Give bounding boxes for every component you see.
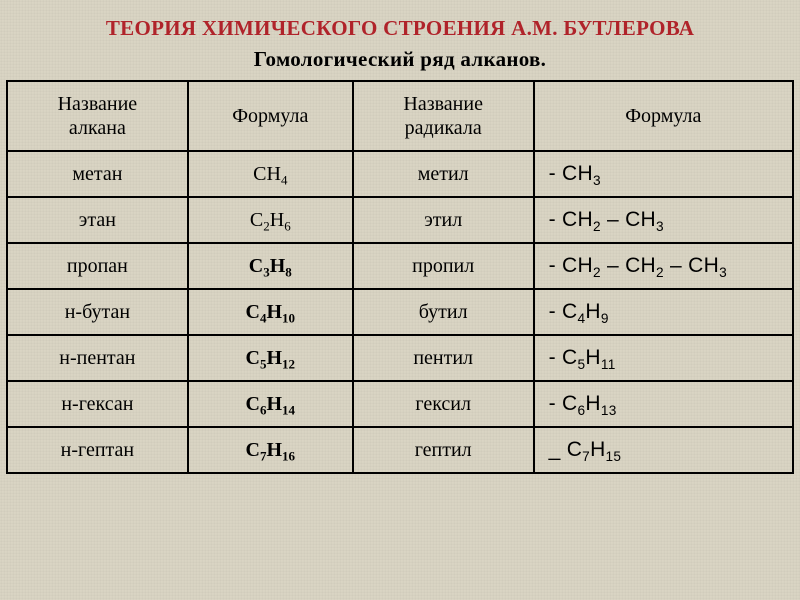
cell-radical-name: пропил [353, 243, 534, 289]
cell-radical-formula: _ C7H15 [534, 427, 793, 473]
table-row: метанCH4метил- CH3 [7, 151, 793, 197]
table-row: н-гептанC7H16гептил_ C7H15 [7, 427, 793, 473]
cell-alkane-name: н-гексан [7, 381, 188, 427]
col-header-alkane-name: Названиеалкана [7, 81, 188, 151]
cell-radical-name: бутил [353, 289, 534, 335]
cell-formula: C3H8 [188, 243, 353, 289]
table-row: н-пентанC5H12пентил- C5H11 [7, 335, 793, 381]
cell-formula: C5H12 [188, 335, 353, 381]
table-head: Названиеалкана Формула Названиерадикала … [7, 81, 793, 151]
cell-radical-name: пентил [353, 335, 534, 381]
page-title: ТЕОРИЯ ХИМИЧЕСКОГО СТРОЕНИЯ А.М. БУТЛЕРО… [6, 16, 794, 41]
col-header-radical-formula: Формула [534, 81, 793, 151]
cell-radical-formula: - CH2 – CH2 – CH3 [534, 243, 793, 289]
cell-radical-name: метил [353, 151, 534, 197]
cell-radical-name: этил [353, 197, 534, 243]
cell-alkane-name: метан [7, 151, 188, 197]
cell-alkane-name: пропан [7, 243, 188, 289]
table-row: н-гексанC6H14гексил- C6H13 [7, 381, 793, 427]
cell-alkane-name: этан [7, 197, 188, 243]
cell-radical-formula: - C5H11 [534, 335, 793, 381]
cell-radical-formula: - C4H9 [534, 289, 793, 335]
cell-formula: C7H16 [188, 427, 353, 473]
cell-formula: C6H14 [188, 381, 353, 427]
cell-radical-formula: - CH2 – CH3 [534, 197, 793, 243]
cell-alkane-name: н-пентан [7, 335, 188, 381]
table-row: н-бутанC4H10бутил- C4H9 [7, 289, 793, 335]
cell-alkane-name: н-бутан [7, 289, 188, 335]
cell-radical-formula: - C6H13 [534, 381, 793, 427]
cell-radical-name: гептил [353, 427, 534, 473]
col-header-formula: Формула [188, 81, 353, 151]
page-root: ТЕОРИЯ ХИМИЧЕСКОГО СТРОЕНИЯ А.М. БУТЛЕРО… [0, 0, 800, 600]
cell-alkane-name: н-гептан [7, 427, 188, 473]
cell-radical-formula: - CH3 [534, 151, 793, 197]
cell-formula: C4H10 [188, 289, 353, 335]
table-row: этанC2H6этил- CH2 – CH3 [7, 197, 793, 243]
alkanes-table: Названиеалкана Формула Названиерадикала … [6, 80, 794, 474]
page-subtitle: Гомологический ряд алканов. [6, 47, 794, 72]
table-row: пропанC3H8пропил- CH2 – CH2 – CH3 [7, 243, 793, 289]
cell-formula: C2H6 [188, 197, 353, 243]
col-header-radical-name: Названиерадикала [353, 81, 534, 151]
cell-radical-name: гексил [353, 381, 534, 427]
table-body: метанCH4метил- CH3этанC2H6этил- CH2 – CH… [7, 151, 793, 473]
cell-formula: CH4 [188, 151, 353, 197]
